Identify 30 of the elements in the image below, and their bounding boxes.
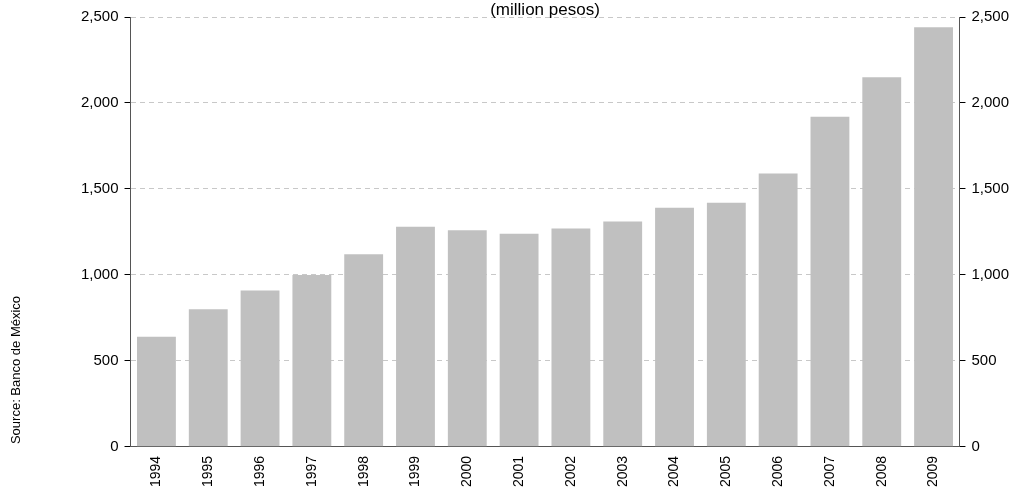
x-tick-label: 2002 — [561, 455, 578, 488]
y-tick-label: 0 — [110, 437, 119, 454]
x-tick-label: 2008 — [872, 455, 889, 488]
y2-tick-label: 2,000 — [971, 93, 1010, 111]
x-tick-label: 1998 — [354, 455, 371, 488]
x-tick-label: 2009 — [924, 455, 941, 488]
y-tick-label: 2,000 — [80, 93, 119, 111]
x-tick-label: 2007 — [820, 455, 837, 488]
x-tick-label: 1999 — [406, 455, 423, 488]
x-tick-label: 2000 — [458, 455, 475, 488]
y2-tick-label: 1,000 — [971, 265, 1010, 283]
x-tick-label: 2001 — [509, 455, 526, 488]
y-tick-label: 2,500 — [80, 7, 119, 25]
x-tick-label: 1994 — [147, 455, 164, 488]
x-tick-label: 2004 — [665, 455, 682, 488]
x-tick-label: 1997 — [302, 455, 319, 488]
x-tick-label: 1996 — [250, 455, 267, 488]
x-tick-label: 1995 — [199, 455, 216, 488]
x-tick-label: 2005 — [717, 455, 734, 488]
y-tick-label: 1,500 — [80, 179, 119, 197]
y2-tick-label: 1,500 — [971, 179, 1010, 197]
y2-tick-label: 0 — [971, 437, 980, 454]
y2-tick-label: 2,500 — [971, 7, 1010, 25]
y-tick-label: 500 — [93, 351, 119, 369]
y-tick-label: 1,000 — [80, 265, 119, 283]
x-tick-label: 2006 — [769, 455, 785, 488]
x-tick-label: 2003 — [613, 455, 630, 488]
source-note: Source: Banco de México — [7, 295, 23, 445]
y2-tick-label: 500 — [971, 351, 997, 369]
chart-subtitle: (million pesos) — [490, 0, 600, 19]
